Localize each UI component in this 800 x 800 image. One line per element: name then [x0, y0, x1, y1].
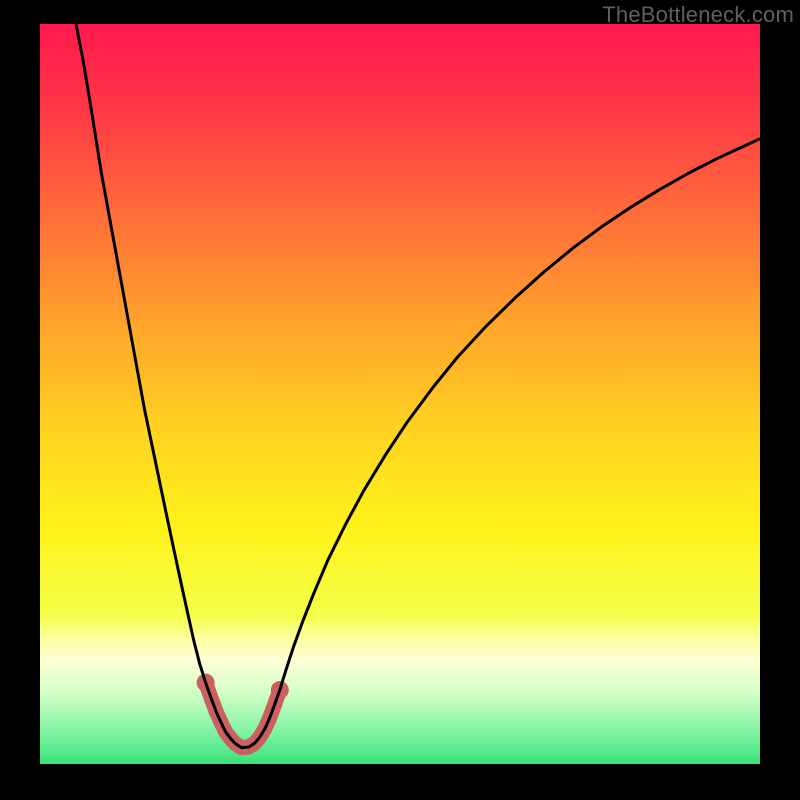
bottleneck-curve	[76, 24, 760, 748]
chart-svg	[0, 0, 800, 800]
chart-stage: TheBottleneck.com	[0, 0, 800, 800]
curve-layer	[76, 24, 760, 748]
watermark: TheBottleneck.com	[602, 2, 794, 28]
